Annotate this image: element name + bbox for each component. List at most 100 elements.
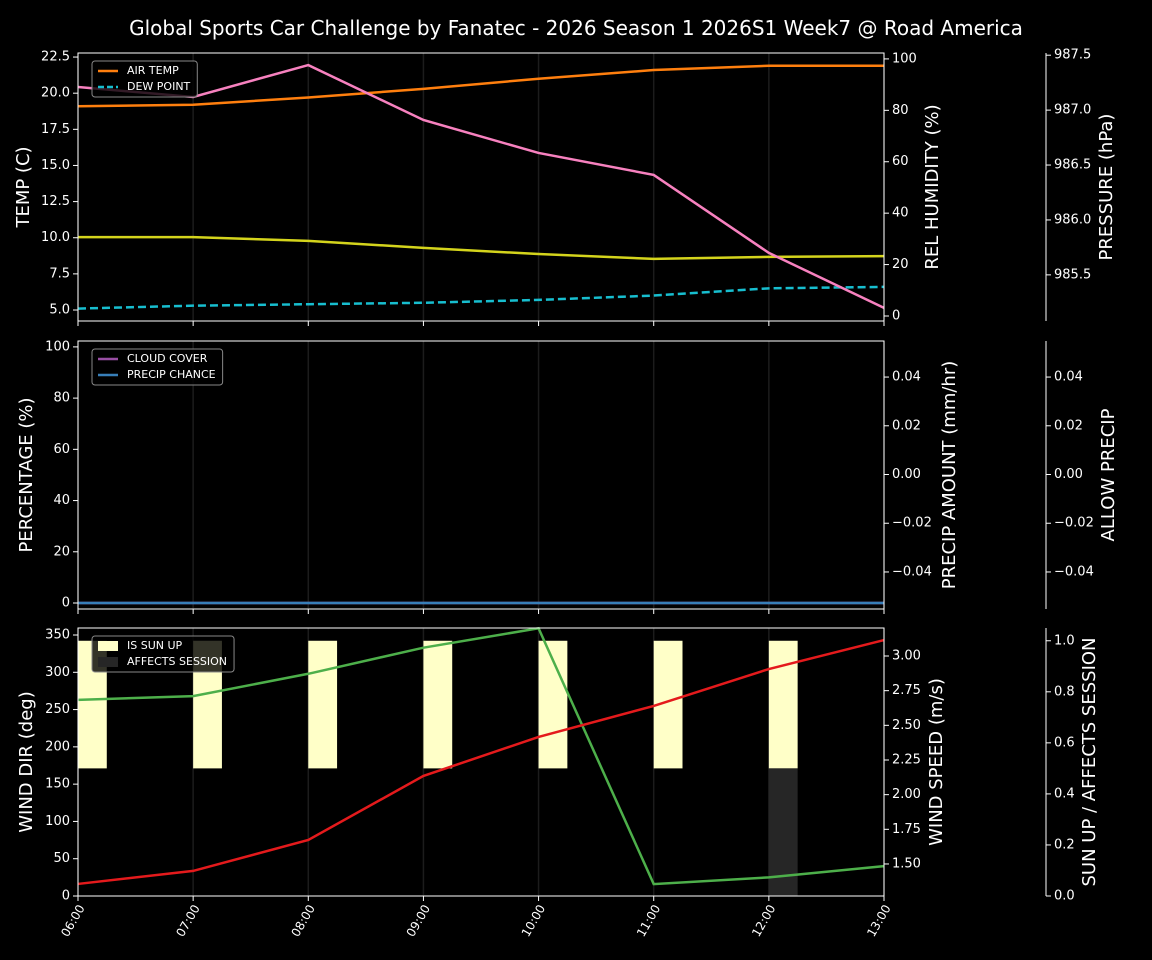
y-tick-label: 100	[45, 814, 70, 829]
legend-box	[91, 348, 224, 386]
plot-frame	[77, 52, 885, 322]
y-tick-label: 5.0	[49, 303, 70, 318]
legend: IS SUN UP AFFECTS SESSION	[91, 635, 235, 673]
y-tick-label: 0.2	[1054, 837, 1075, 852]
bar	[308, 640, 338, 769]
x-tick-label: 13:00	[864, 902, 893, 939]
y-tick-label: 0	[62, 889, 70, 904]
x-tick-label: 10:00	[519, 902, 548, 939]
y-tick-label: 0.0	[1054, 889, 1075, 904]
y-tick-label: −0.02	[892, 516, 932, 531]
y-tick-label: 350	[45, 628, 70, 643]
y-tick-label: 2.25	[892, 752, 921, 767]
y-tick-label: 0.8	[1054, 684, 1075, 699]
y-tick-label: 2.75	[892, 683, 921, 698]
y-tick-label: 986.5	[1054, 158, 1091, 173]
legend-label: IS SUN UP	[127, 639, 183, 652]
legend-swatch	[98, 657, 118, 667]
y-tick-label: 3.00	[892, 649, 921, 664]
y-tick-label: 150	[45, 777, 70, 792]
y-tick-label: 20	[53, 544, 70, 559]
legend-label: DEW POINT	[127, 80, 191, 93]
y-tick-label: 20	[892, 257, 909, 272]
y-tick-label: −0.04	[892, 564, 932, 579]
x-tick-label: 06:00	[58, 902, 87, 939]
y-tick-label: 1.75	[892, 822, 921, 837]
y-tick-label: 40	[892, 206, 909, 221]
legend-label: PRECIP CHANCE	[127, 368, 216, 381]
y-tick-label: 15.0	[41, 158, 70, 173]
y-tick-label: 987.5	[1054, 48, 1091, 63]
y-tick-label: 986.0	[1054, 212, 1091, 227]
y-tick-label: 0.04	[1054, 370, 1083, 385]
axis-label: WIND DIR (deg)	[16, 691, 37, 833]
series-line	[78, 235, 885, 261]
legend-swatch	[98, 641, 118, 651]
y-tick-label: 2.50	[892, 718, 921, 733]
series-line	[77, 638, 885, 886]
y-tick-label: 12.5	[41, 194, 70, 209]
y-tick-label: 0.00	[1054, 467, 1083, 482]
y-tick-label: −0.04	[1054, 564, 1094, 579]
legend: AIR TEMP DEW POINT	[91, 60, 198, 98]
axis-label: SUN UP / AFFECTS SESSION	[1079, 637, 1100, 886]
legend: CLOUD COVER PRECIP CHANCE	[91, 348, 224, 386]
y-tick-label: 50	[53, 851, 70, 866]
y-tick-label: 10.0	[41, 230, 70, 245]
y-tick-label: 0.4	[1054, 786, 1075, 801]
chart-title: Global Sports Car Challenge by Fanatec -…	[129, 16, 1023, 40]
y-tick-label: 200	[45, 739, 70, 754]
x-tick-label: 07:00	[173, 902, 202, 939]
y-tick-label: 2.00	[892, 787, 921, 802]
y-tick-label: 60	[53, 442, 70, 457]
y-tick-label: 60	[892, 154, 909, 169]
y-tick-label: 0.02	[892, 418, 921, 433]
y-tick-label: 100	[892, 51, 917, 66]
y-tick-label: 7.5	[49, 266, 70, 281]
y-tick-label: 40	[53, 493, 70, 508]
y-tick-label: 17.5	[41, 122, 70, 137]
y-tick-label: 80	[53, 391, 70, 406]
axis-label: REL HUMIDITY (%)	[922, 104, 943, 269]
y-tick-label: 22.5	[41, 50, 70, 65]
y-tick-label: 20.0	[41, 86, 70, 101]
series-line	[77, 285, 885, 310]
y-tick-label: 100	[45, 339, 70, 354]
legend-box	[91, 60, 198, 98]
x-tick-label: 12:00	[749, 902, 778, 939]
y-tick-label: 985.5	[1054, 267, 1091, 282]
y-tick-label: 0	[62, 596, 70, 611]
y-tick-label: 0.6	[1054, 735, 1075, 750]
legend-box	[91, 635, 235, 673]
legend-label: AIR TEMP	[127, 64, 179, 77]
axis-label: ALLOW PRECIP	[1098, 408, 1119, 541]
plot-frame	[77, 627, 885, 897]
y-tick-label: 300	[45, 665, 70, 680]
y-tick-label: 1.0	[1054, 633, 1075, 648]
y-tick-label: −0.02	[1054, 516, 1094, 531]
axis-label: PRESSURE (hPa)	[1096, 114, 1117, 261]
legend-label: AFFECTS SESSION	[127, 655, 227, 668]
y-tick-label: 0	[892, 308, 900, 323]
axis-label: PERCENTAGE (%)	[16, 397, 37, 552]
y-tick-label: 0.00	[892, 467, 921, 482]
axis-label: TEMP (C)	[13, 146, 34, 228]
y-tick-label: 0.04	[892, 370, 921, 385]
y-tick-label: 250	[45, 702, 70, 717]
legend-label: CLOUD COVER	[127, 352, 208, 365]
series-line	[77, 63, 885, 309]
bar	[423, 640, 453, 769]
x-tick-label: 11:00	[634, 902, 663, 939]
x-tick-label: 09:00	[404, 902, 433, 939]
y-tick-label: 987.0	[1054, 103, 1091, 118]
y-tick-label: 0.02	[1054, 418, 1083, 433]
axis-label: WIND SPEED (m/s)	[926, 678, 947, 846]
y-tick-label: 80	[892, 103, 909, 118]
axis-label: PRECIP AMOUNT (mm/hr)	[939, 361, 960, 590]
series-line	[77, 626, 885, 886]
y-tick-label: 1.50	[892, 856, 921, 871]
x-tick-label: 08:00	[288, 902, 317, 939]
bar	[768, 640, 798, 769]
